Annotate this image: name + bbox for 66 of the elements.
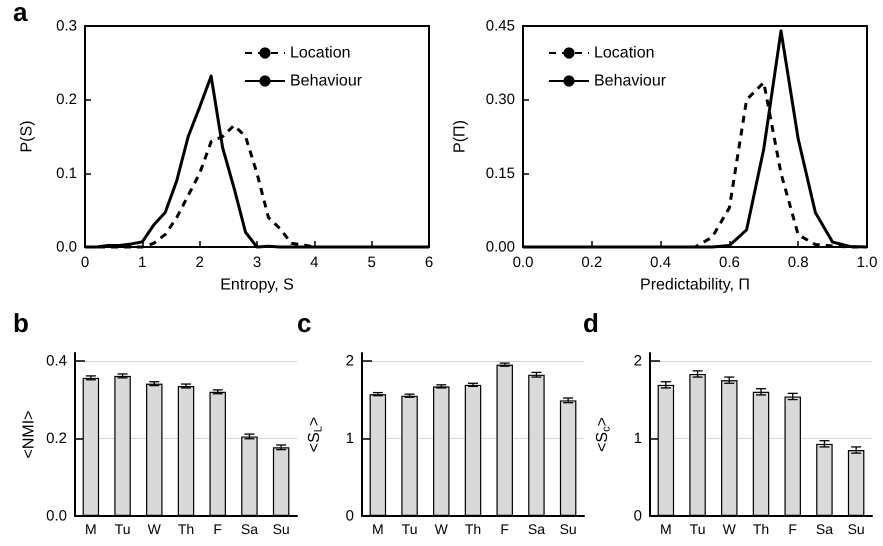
x-tick-label: W <box>434 521 449 537</box>
chart-title: d <box>583 308 599 338</box>
y-tick-label: 0.1 <box>56 164 77 182</box>
x-tick-label: Su <box>272 521 290 537</box>
x-tick-label: F <box>500 521 509 537</box>
x-tick-label: 3 <box>252 254 262 271</box>
y-tick-label: 0.0 <box>46 508 67 524</box>
legend-label: Location <box>594 44 654 62</box>
y-tick-label: 0.2 <box>46 430 67 447</box>
y-tick-label: 2 <box>346 352 354 370</box>
y-tick-label: 1 <box>346 430 354 447</box>
x-tick-label: Th <box>752 521 770 537</box>
y-tick-label: 0.15 <box>486 164 515 182</box>
x-tick-label: Tu <box>690 521 706 537</box>
x-tick-label: 0.6 <box>718 254 740 271</box>
y-axis-title: P(S) <box>18 120 36 152</box>
legend-label: Behaviour <box>290 72 363 90</box>
x-tick-label: Tu <box>402 521 418 537</box>
x-tick-label: M <box>85 521 97 537</box>
x-tick-label: 4 <box>310 254 319 271</box>
x-tick-label: 0 <box>80 254 90 271</box>
y-tick-label: 0.45 <box>486 18 515 34</box>
y-tick-label: 0.4 <box>46 352 67 370</box>
y-tick-label: 2 <box>634 352 642 370</box>
legend-label: Behaviour <box>594 72 667 90</box>
y-tick-label: 0.30 <box>486 91 515 108</box>
y-axis-title: P(Π) <box>452 120 468 153</box>
y-tick-label: 0.3 <box>56 18 77 34</box>
x-tick-label: Th <box>178 521 194 537</box>
y-tick-label: 0 <box>346 508 354 524</box>
x-tick-label: W <box>148 521 162 537</box>
x-tick-label: 0.2 <box>581 254 602 271</box>
x-axis-title: Predictability, Π <box>640 276 750 294</box>
x-tick-label: Sa <box>240 521 258 537</box>
x-tick-label: Su <box>848 521 865 537</box>
y-tick-label: 0.2 <box>56 91 77 108</box>
y-axis-title: <SL> <box>306 416 324 452</box>
y-tick-label: 1 <box>634 430 642 447</box>
chart-title: b <box>13 308 29 338</box>
x-tick-label: Th <box>464 521 482 537</box>
x-axis-title: Entropy, S <box>220 276 294 294</box>
y-axis-title: <Sc> <box>594 417 612 452</box>
x-tick-label: F <box>788 521 797 537</box>
x-tick-label: 0.4 <box>650 254 672 271</box>
x-tick-label: Sa <box>816 521 834 537</box>
x-tick-label: F <box>213 521 222 537</box>
x-tick-label: 2 <box>195 254 204 271</box>
x-tick-label: 1.0 <box>856 254 878 271</box>
x-tick-label: Tu <box>114 521 130 537</box>
x-tick-label: W <box>722 521 737 537</box>
y-axis-title: <NMI> <box>20 410 38 459</box>
chart-title: a <box>13 0 28 27</box>
x-tick-label: 0.0 <box>512 254 534 271</box>
x-tick-label: 0.8 <box>788 254 809 271</box>
x-tick-label: Sa <box>528 521 546 537</box>
x-tick-label: M <box>660 521 672 537</box>
y-tick-label: 0.00 <box>486 238 515 256</box>
x-tick-label: Su <box>560 521 577 537</box>
y-tick-label: 0 <box>634 508 642 524</box>
x-tick-label: 5 <box>367 254 376 271</box>
x-tick-label: 1 <box>138 254 147 271</box>
x-tick-label: M <box>372 521 384 537</box>
legend-label: Location <box>290 44 350 62</box>
y-tick-label: 0.0 <box>56 238 77 256</box>
x-tick-label: 6 <box>424 254 434 271</box>
chart-title: c <box>297 308 312 338</box>
